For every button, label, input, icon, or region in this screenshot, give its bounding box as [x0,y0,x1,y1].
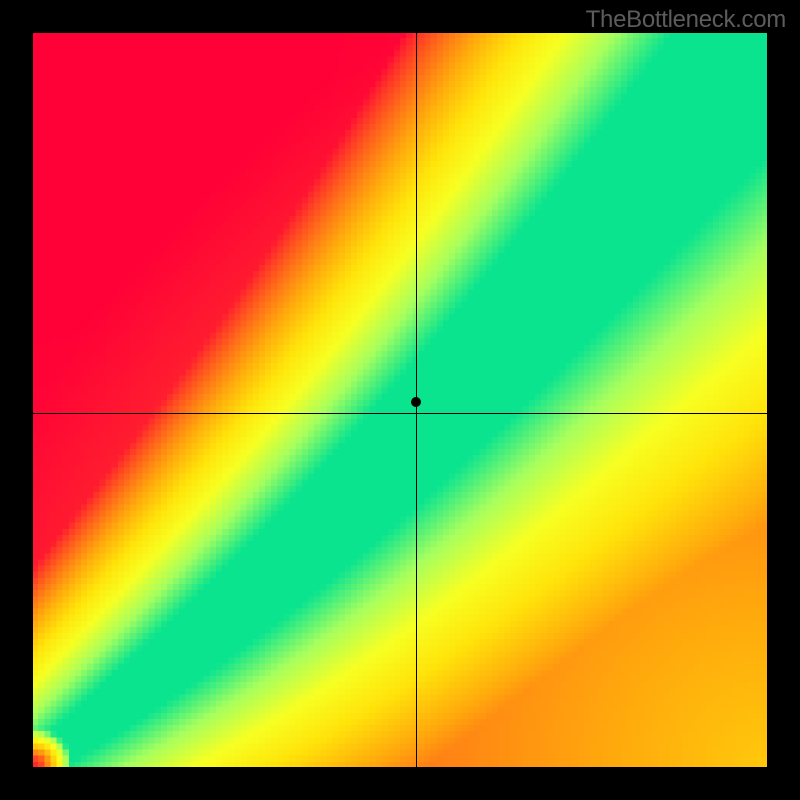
plot-border [32,32,768,768]
watermark-text: TheBottleneck.com [586,6,786,34]
selection-marker [411,397,421,407]
crosshair-horizontal [32,413,768,414]
